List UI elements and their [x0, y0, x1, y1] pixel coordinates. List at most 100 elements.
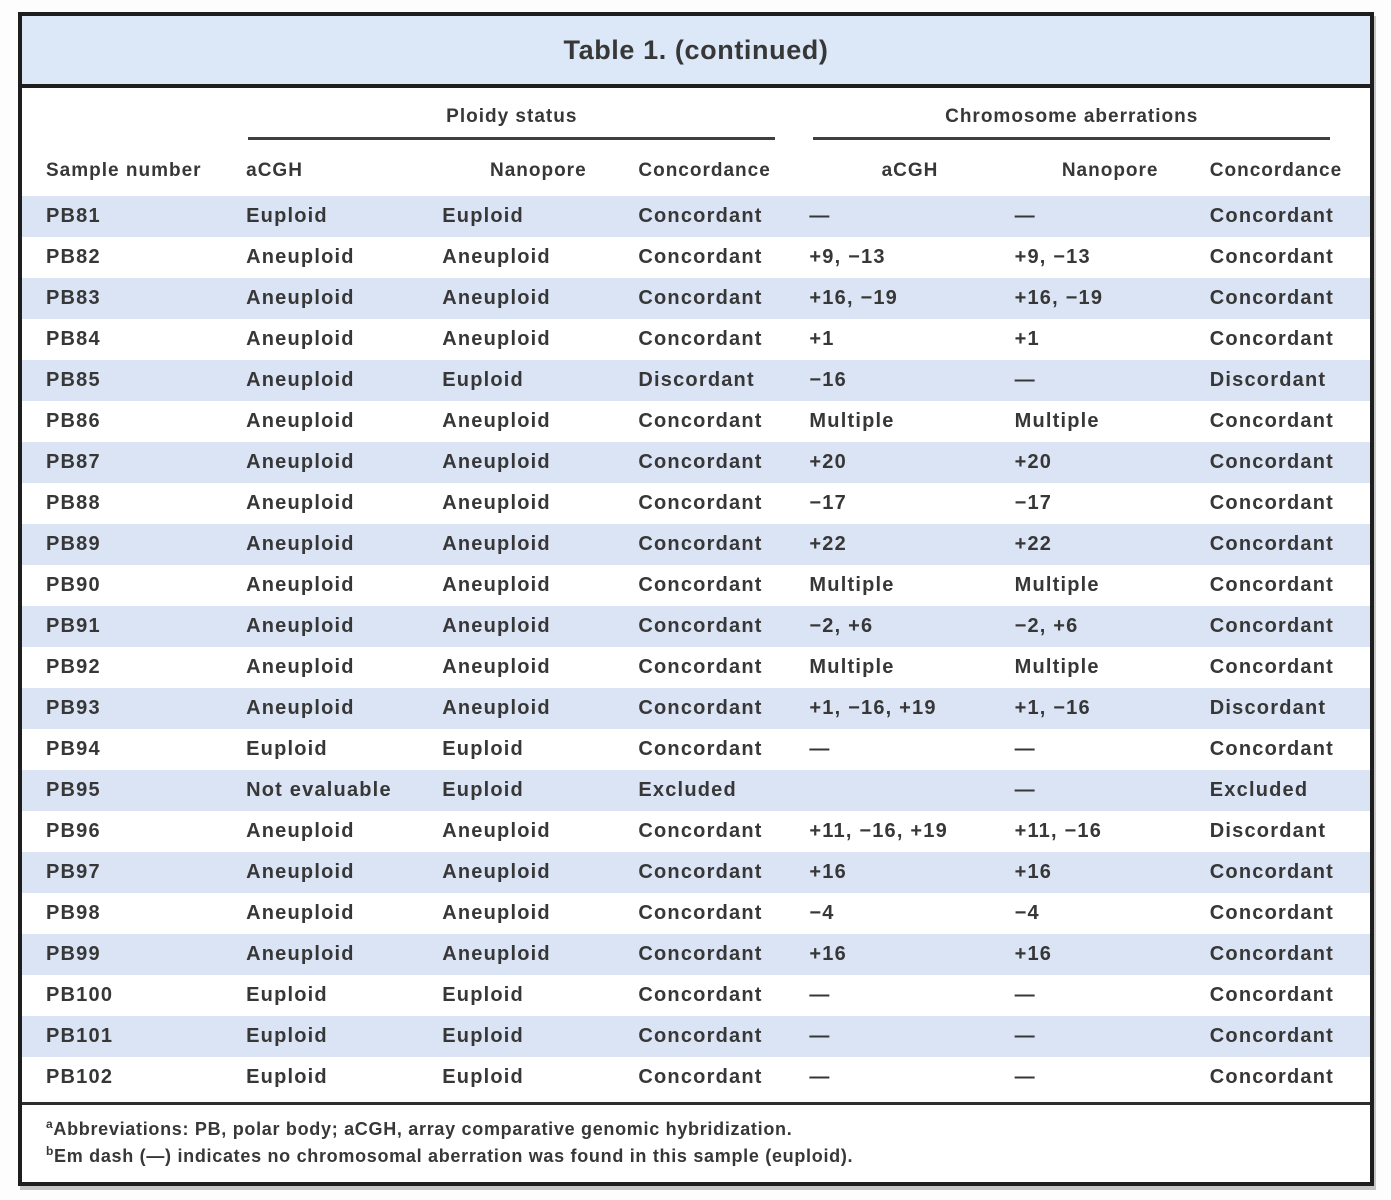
data-cell: +22: [1014, 533, 1053, 555]
data-cell: Aneuploid: [246, 697, 355, 719]
group-empty-cell: [22, 88, 242, 140]
group-underline-aberrations: Chromosome aberrations: [813, 106, 1330, 140]
table-row: PB98 Aneuploid Aneuploid Concordant −4 −4 Conc…: [22, 893, 1370, 934]
data-cell: Aneuploid: [246, 369, 355, 391]
data-cell: Concordant: [638, 861, 763, 883]
data-cell: Aneuploid: [442, 615, 551, 637]
data-cell: —: [1014, 369, 1036, 391]
table-header: Ploidy status Chromosome aberrations Sam…: [22, 88, 1370, 196]
data-cell: −2, +6: [1014, 615, 1079, 637]
column-header-concordance-ploidy: Concordance: [638, 160, 771, 181]
data-cell: Euploid: [246, 205, 328, 227]
data-cell: +1: [809, 328, 835, 350]
data-cell: Aneuploid: [246, 451, 355, 473]
table-row: PB91 Aneuploid Aneuploid Concordant −2, +6 −2…: [22, 606, 1370, 647]
data-cell: Concordant: [1209, 1066, 1334, 1088]
data-cell: Concordant: [638, 984, 763, 1006]
data-cell: Euploid: [442, 369, 524, 391]
data-cell: Euploid: [442, 738, 524, 760]
group-label-chromosome-aberrations: Chromosome aberrations: [945, 106, 1199, 127]
data-cell: Multiple: [809, 574, 895, 596]
data-cell: Aneuploid: [246, 410, 355, 432]
column-header-sample-number: Sample number: [46, 160, 202, 181]
sample-number-cell: PB99: [46, 943, 101, 965]
data-cell: —: [809, 1066, 831, 1088]
table-title: Table 1. (continued): [563, 34, 829, 65]
table-row: PB93 Aneuploid Aneuploid Concordant +1, −16,…: [22, 688, 1370, 729]
data-cell: Concordant: [638, 287, 763, 309]
data-cell: Concordant: [1209, 1025, 1334, 1047]
data-cell: Concordant: [1209, 984, 1334, 1006]
data-cell: Concordant: [638, 943, 763, 965]
data-cell: −2, +6: [809, 615, 874, 637]
data-cell: Aneuploid: [246, 328, 355, 350]
data-cell: +16: [1014, 943, 1053, 965]
table-row: PB96 Aneuploid Aneuploid Concordant +11, −16…: [22, 811, 1370, 852]
data-cell: Concordant: [638, 656, 763, 678]
data-cell: —: [1014, 205, 1036, 227]
sample-number-cell: PB81: [46, 205, 101, 227]
data-cell: Aneuploid: [246, 615, 355, 637]
group-underline-ploidy: Ploidy status: [248, 106, 776, 140]
data-cell: Concordant: [1209, 902, 1334, 924]
column-header-acgh-aberrations: aCGH: [881, 160, 939, 181]
footnote-a-marker: a: [46, 1117, 54, 1131]
sample-number-cell: PB90: [46, 574, 101, 596]
table-panel: Table 1. (continued) Ploidy status: [18, 12, 1374, 1186]
data-cell: +16: [809, 943, 847, 965]
footnote-a: aAbbreviations: PB, polar body; aCGH, ar…: [46, 1116, 1350, 1143]
sample-number-cell: PB100: [46, 984, 114, 1006]
data-cell: +20: [809, 451, 847, 473]
data-cell: —: [809, 984, 831, 1006]
data-cell: Concordant: [1209, 615, 1334, 637]
data-cell: Aneuploid: [442, 492, 551, 514]
table-row: PB94 Euploid Euploid Concordant — — Concordant: [22, 729, 1370, 770]
data-cell: Concordant: [1209, 410, 1334, 432]
data-cell: Euploid: [246, 1066, 328, 1088]
table-title-bar: Table 1. (continued): [22, 16, 1370, 88]
data-cell: Concordant: [638, 246, 763, 268]
sample-number-cell: PB83: [46, 287, 101, 309]
data-cell: Aneuploid: [442, 410, 551, 432]
data-cell: Concordant: [1209, 574, 1334, 596]
data-cell: Discordant: [638, 369, 755, 391]
data-cell: +1, −16: [1014, 697, 1091, 719]
data-cell: Concordant: [1209, 328, 1334, 350]
column-header-row: Sample number aCGH Nanopore Concordance …: [22, 140, 1370, 196]
data-cell: +11, −16, +19: [809, 820, 948, 842]
data-cell: Aneuploid: [246, 574, 355, 596]
data-cell: +16: [809, 861, 847, 883]
data-cell: Concordant: [1209, 533, 1334, 555]
data-cell: +20: [1014, 451, 1053, 473]
sample-number-cell: PB91: [46, 615, 101, 637]
data-cell: Concordant: [1209, 451, 1334, 473]
data-cell: Concordant: [1209, 287, 1334, 309]
data-cell: +16, −19: [809, 287, 898, 309]
data-cell: −4: [1014, 902, 1040, 924]
table-row: PB99 Aneuploid Aneuploid Concordant +16 +16 Co…: [22, 934, 1370, 975]
data-cell: Concordant: [638, 738, 763, 760]
data-cell: Concordant: [1209, 246, 1334, 268]
data-cell: +1: [1014, 328, 1040, 350]
column-header-acgh-ploidy: aCGH: [246, 160, 303, 181]
sample-number-cell: PB88: [46, 492, 101, 514]
table-row: PB90 Aneuploid Aneuploid Concordant Multiple…: [22, 565, 1370, 606]
table-row: PB86 Aneuploid Aneuploid Concordant Multiple…: [22, 401, 1370, 442]
data-cell: Euploid: [246, 1025, 328, 1047]
data-cell: +22: [809, 533, 847, 555]
data-cell: Aneuploid: [442, 246, 551, 268]
group-header-row: Ploidy status Chromosome aberrations: [22, 88, 1370, 140]
data-cell: Euploid: [442, 779, 524, 801]
data-cell: +9, −13: [809, 246, 886, 268]
column-header-concordance-aberrations: Concordance: [1209, 160, 1343, 181]
footnote-b-marker: b: [46, 1144, 55, 1158]
data-cell: Aneuploid: [442, 328, 551, 350]
data-cell: Concordant: [1209, 656, 1334, 678]
data-cell: Concordant: [1209, 492, 1334, 514]
table-row: PB100 Euploid Euploid Concordant — — Concordan…: [22, 975, 1370, 1016]
data-cell: Aneuploid: [442, 574, 551, 596]
sample-number-cell: PB92: [46, 656, 101, 678]
data-cell: Not evaluable: [246, 779, 392, 801]
sample-number-cell: PB85: [46, 369, 101, 391]
sample-number-cell: PB93: [46, 697, 101, 719]
